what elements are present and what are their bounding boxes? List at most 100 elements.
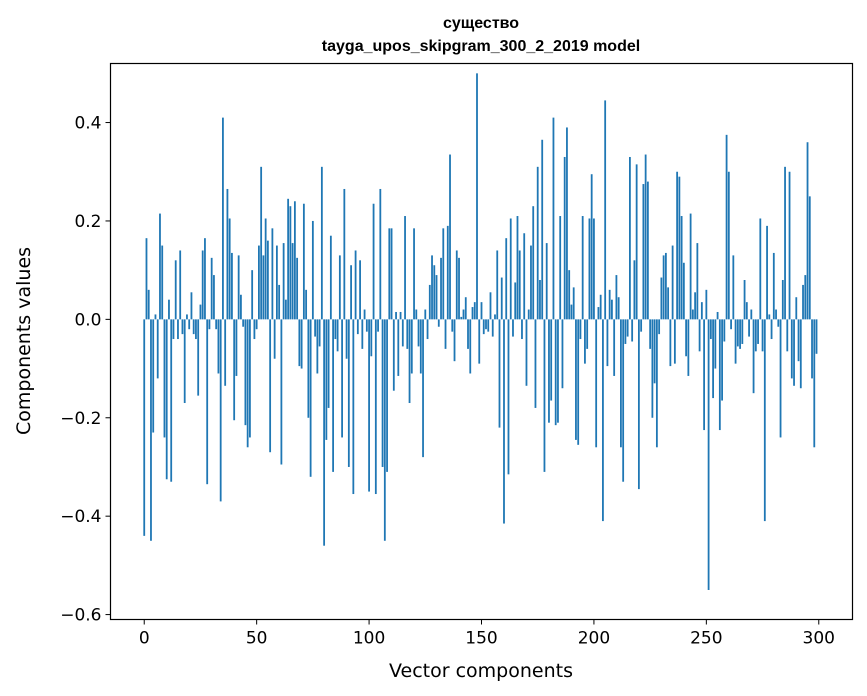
bar [781,280,784,320]
bar [530,245,532,320]
bar [593,218,595,320]
bar [410,319,413,374]
bar [170,319,173,482]
bar [431,255,433,320]
bar [168,299,170,320]
bar [156,319,159,379]
bar [626,319,629,337]
bar [471,307,474,320]
x-tick-label: 50 [246,629,268,649]
bar [660,277,663,320]
bar [370,319,373,357]
bar [282,243,285,320]
bar [793,319,795,386]
bar [287,198,290,320]
y-tick-label: −0.4 [60,507,101,527]
x-tick-label: 300 [803,629,835,649]
bar [620,319,622,448]
bar [487,319,490,332]
bar [624,319,627,344]
bar [700,302,703,320]
bar [424,309,427,320]
bar [217,319,220,374]
bar [629,156,631,320]
bar [320,166,323,320]
bar [314,319,317,337]
bar [233,319,236,421]
bar [741,319,744,344]
bar [691,309,694,320]
bar [718,319,721,431]
bar [588,218,591,320]
bar [311,220,314,320]
y-axis-label: Components values [13,247,35,435]
bar [568,270,571,320]
bar [527,309,530,320]
bar [240,294,242,320]
bar [413,228,415,320]
bar [188,319,191,330]
bar [228,218,231,320]
bar [264,218,267,320]
bar [689,213,692,320]
bar [788,171,791,320]
bar [509,218,512,320]
bar [586,319,589,349]
bar [368,319,370,492]
bar [383,319,386,541]
bar [669,319,672,367]
bar [210,257,213,320]
bar [579,319,582,340]
bar [514,282,517,320]
bar [721,319,723,401]
bar [291,243,294,320]
bar [631,319,634,342]
bar [602,319,604,522]
bar [732,255,735,320]
bar [494,314,496,320]
y-tick-label: −0.2 [60,409,101,429]
bar [750,309,753,320]
bar [428,284,431,320]
bar [757,319,759,344]
bar [195,319,197,340]
bar [341,319,343,438]
bar [476,73,478,320]
bar [338,255,341,320]
bar [790,319,793,379]
bar [343,188,346,320]
bar [545,243,548,320]
bar [611,299,613,320]
bar [698,319,701,352]
bar [734,319,737,364]
bar [251,270,254,320]
bar [802,284,804,320]
bar [327,319,330,408]
bar [581,216,584,320]
bar [467,319,469,349]
bar [590,174,593,320]
bar [550,319,553,401]
bar [174,260,177,320]
bar [642,184,645,320]
bar [455,250,458,320]
chart-subtitle: tayga_upos_skipgram_300_2_2019 model [322,38,640,55]
bar [275,245,278,320]
bar [332,319,334,472]
bar [350,265,352,320]
bar [759,218,762,320]
bar [559,216,562,320]
bar [329,235,332,320]
bar [183,319,186,404]
bar [143,319,146,536]
bar [584,319,586,364]
bar [163,319,166,438]
x-axis-label: Vector components [389,660,573,682]
bar [491,319,494,337]
bar [361,319,364,349]
bar [323,319,326,546]
plot-frame [109,62,854,621]
bar [768,314,771,320]
bar [249,319,251,438]
